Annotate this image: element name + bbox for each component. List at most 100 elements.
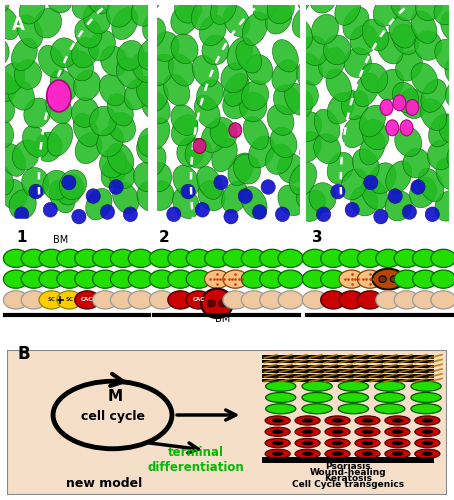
Ellipse shape	[8, 80, 35, 110]
Ellipse shape	[17, 15, 43, 48]
Ellipse shape	[394, 250, 419, 268]
Ellipse shape	[360, 63, 388, 93]
Ellipse shape	[391, 0, 417, 21]
Text: A: A	[12, 16, 25, 34]
Text: terminal
differentiation: terminal differentiation	[148, 446, 245, 474]
Ellipse shape	[297, 53, 323, 85]
Ellipse shape	[272, 418, 283, 422]
Text: Cell Cycle transgenics: Cell Cycle transgenics	[292, 480, 404, 489]
Ellipse shape	[362, 430, 373, 434]
Ellipse shape	[364, 175, 378, 190]
Ellipse shape	[273, 85, 301, 115]
Ellipse shape	[343, 116, 369, 148]
Ellipse shape	[72, 0, 98, 18]
Ellipse shape	[302, 392, 332, 402]
Ellipse shape	[29, 184, 43, 199]
Ellipse shape	[427, 140, 454, 170]
Bar	[262, 379, 434, 382]
Ellipse shape	[149, 270, 174, 288]
Ellipse shape	[223, 291, 248, 309]
Ellipse shape	[101, 46, 128, 76]
Ellipse shape	[233, 154, 261, 184]
Ellipse shape	[319, 48, 345, 78]
Ellipse shape	[411, 392, 441, 402]
Ellipse shape	[385, 191, 412, 221]
Ellipse shape	[57, 250, 82, 268]
Ellipse shape	[277, 154, 305, 184]
Ellipse shape	[421, 80, 447, 112]
Ellipse shape	[135, 0, 162, 13]
Ellipse shape	[85, 0, 111, 14]
Ellipse shape	[193, 138, 206, 154]
Ellipse shape	[413, 270, 438, 288]
Ellipse shape	[310, 0, 336, 13]
Ellipse shape	[0, 118, 14, 148]
Ellipse shape	[43, 202, 58, 217]
Ellipse shape	[374, 209, 388, 224]
Ellipse shape	[360, 105, 385, 137]
Ellipse shape	[425, 207, 439, 222]
Ellipse shape	[291, 80, 318, 110]
Ellipse shape	[385, 449, 410, 458]
Text: cell cycle: cell cycle	[80, 410, 144, 422]
Ellipse shape	[15, 60, 41, 90]
Ellipse shape	[393, 95, 406, 111]
Ellipse shape	[23, 126, 49, 158]
Ellipse shape	[411, 381, 441, 391]
Ellipse shape	[117, 40, 144, 70]
Ellipse shape	[345, 202, 360, 217]
Ellipse shape	[137, 182, 164, 211]
Ellipse shape	[192, 56, 218, 87]
Ellipse shape	[242, 291, 266, 309]
Ellipse shape	[266, 404, 296, 414]
Ellipse shape	[291, 162, 316, 196]
FancyBboxPatch shape	[7, 350, 447, 495]
Ellipse shape	[43, 170, 70, 200]
Ellipse shape	[0, 179, 27, 209]
Ellipse shape	[84, 4, 110, 34]
Ellipse shape	[321, 291, 345, 309]
Ellipse shape	[93, 291, 118, 309]
Ellipse shape	[185, 138, 212, 168]
Ellipse shape	[302, 250, 327, 268]
Ellipse shape	[22, 168, 49, 197]
Ellipse shape	[267, 0, 294, 24]
Ellipse shape	[339, 291, 364, 309]
Ellipse shape	[295, 427, 320, 436]
Ellipse shape	[253, 0, 279, 20]
Ellipse shape	[350, 186, 378, 216]
Bar	[262, 364, 434, 368]
Ellipse shape	[272, 441, 283, 445]
Ellipse shape	[411, 404, 441, 414]
Ellipse shape	[372, 268, 404, 289]
Ellipse shape	[136, 76, 162, 108]
Ellipse shape	[388, 188, 402, 204]
Ellipse shape	[112, 8, 138, 40]
Ellipse shape	[265, 416, 290, 425]
Ellipse shape	[238, 188, 252, 204]
Ellipse shape	[0, 63, 25, 94]
Ellipse shape	[447, 142, 454, 171]
Ellipse shape	[301, 120, 326, 153]
Ellipse shape	[302, 270, 327, 288]
Ellipse shape	[284, 0, 311, 14]
Ellipse shape	[223, 5, 250, 36]
Ellipse shape	[205, 250, 230, 268]
Ellipse shape	[357, 270, 382, 288]
Ellipse shape	[75, 133, 102, 164]
Ellipse shape	[302, 291, 327, 309]
Ellipse shape	[214, 175, 228, 190]
Ellipse shape	[99, 74, 126, 106]
Text: BM: BM	[53, 235, 68, 245]
Ellipse shape	[4, 270, 28, 288]
Ellipse shape	[252, 204, 267, 220]
Ellipse shape	[109, 112, 135, 142]
Ellipse shape	[392, 441, 403, 445]
Ellipse shape	[223, 250, 248, 268]
Ellipse shape	[266, 381, 296, 391]
Ellipse shape	[198, 180, 225, 210]
Ellipse shape	[415, 0, 443, 20]
Ellipse shape	[0, 164, 14, 195]
Ellipse shape	[35, 132, 62, 162]
Ellipse shape	[148, 54, 174, 86]
